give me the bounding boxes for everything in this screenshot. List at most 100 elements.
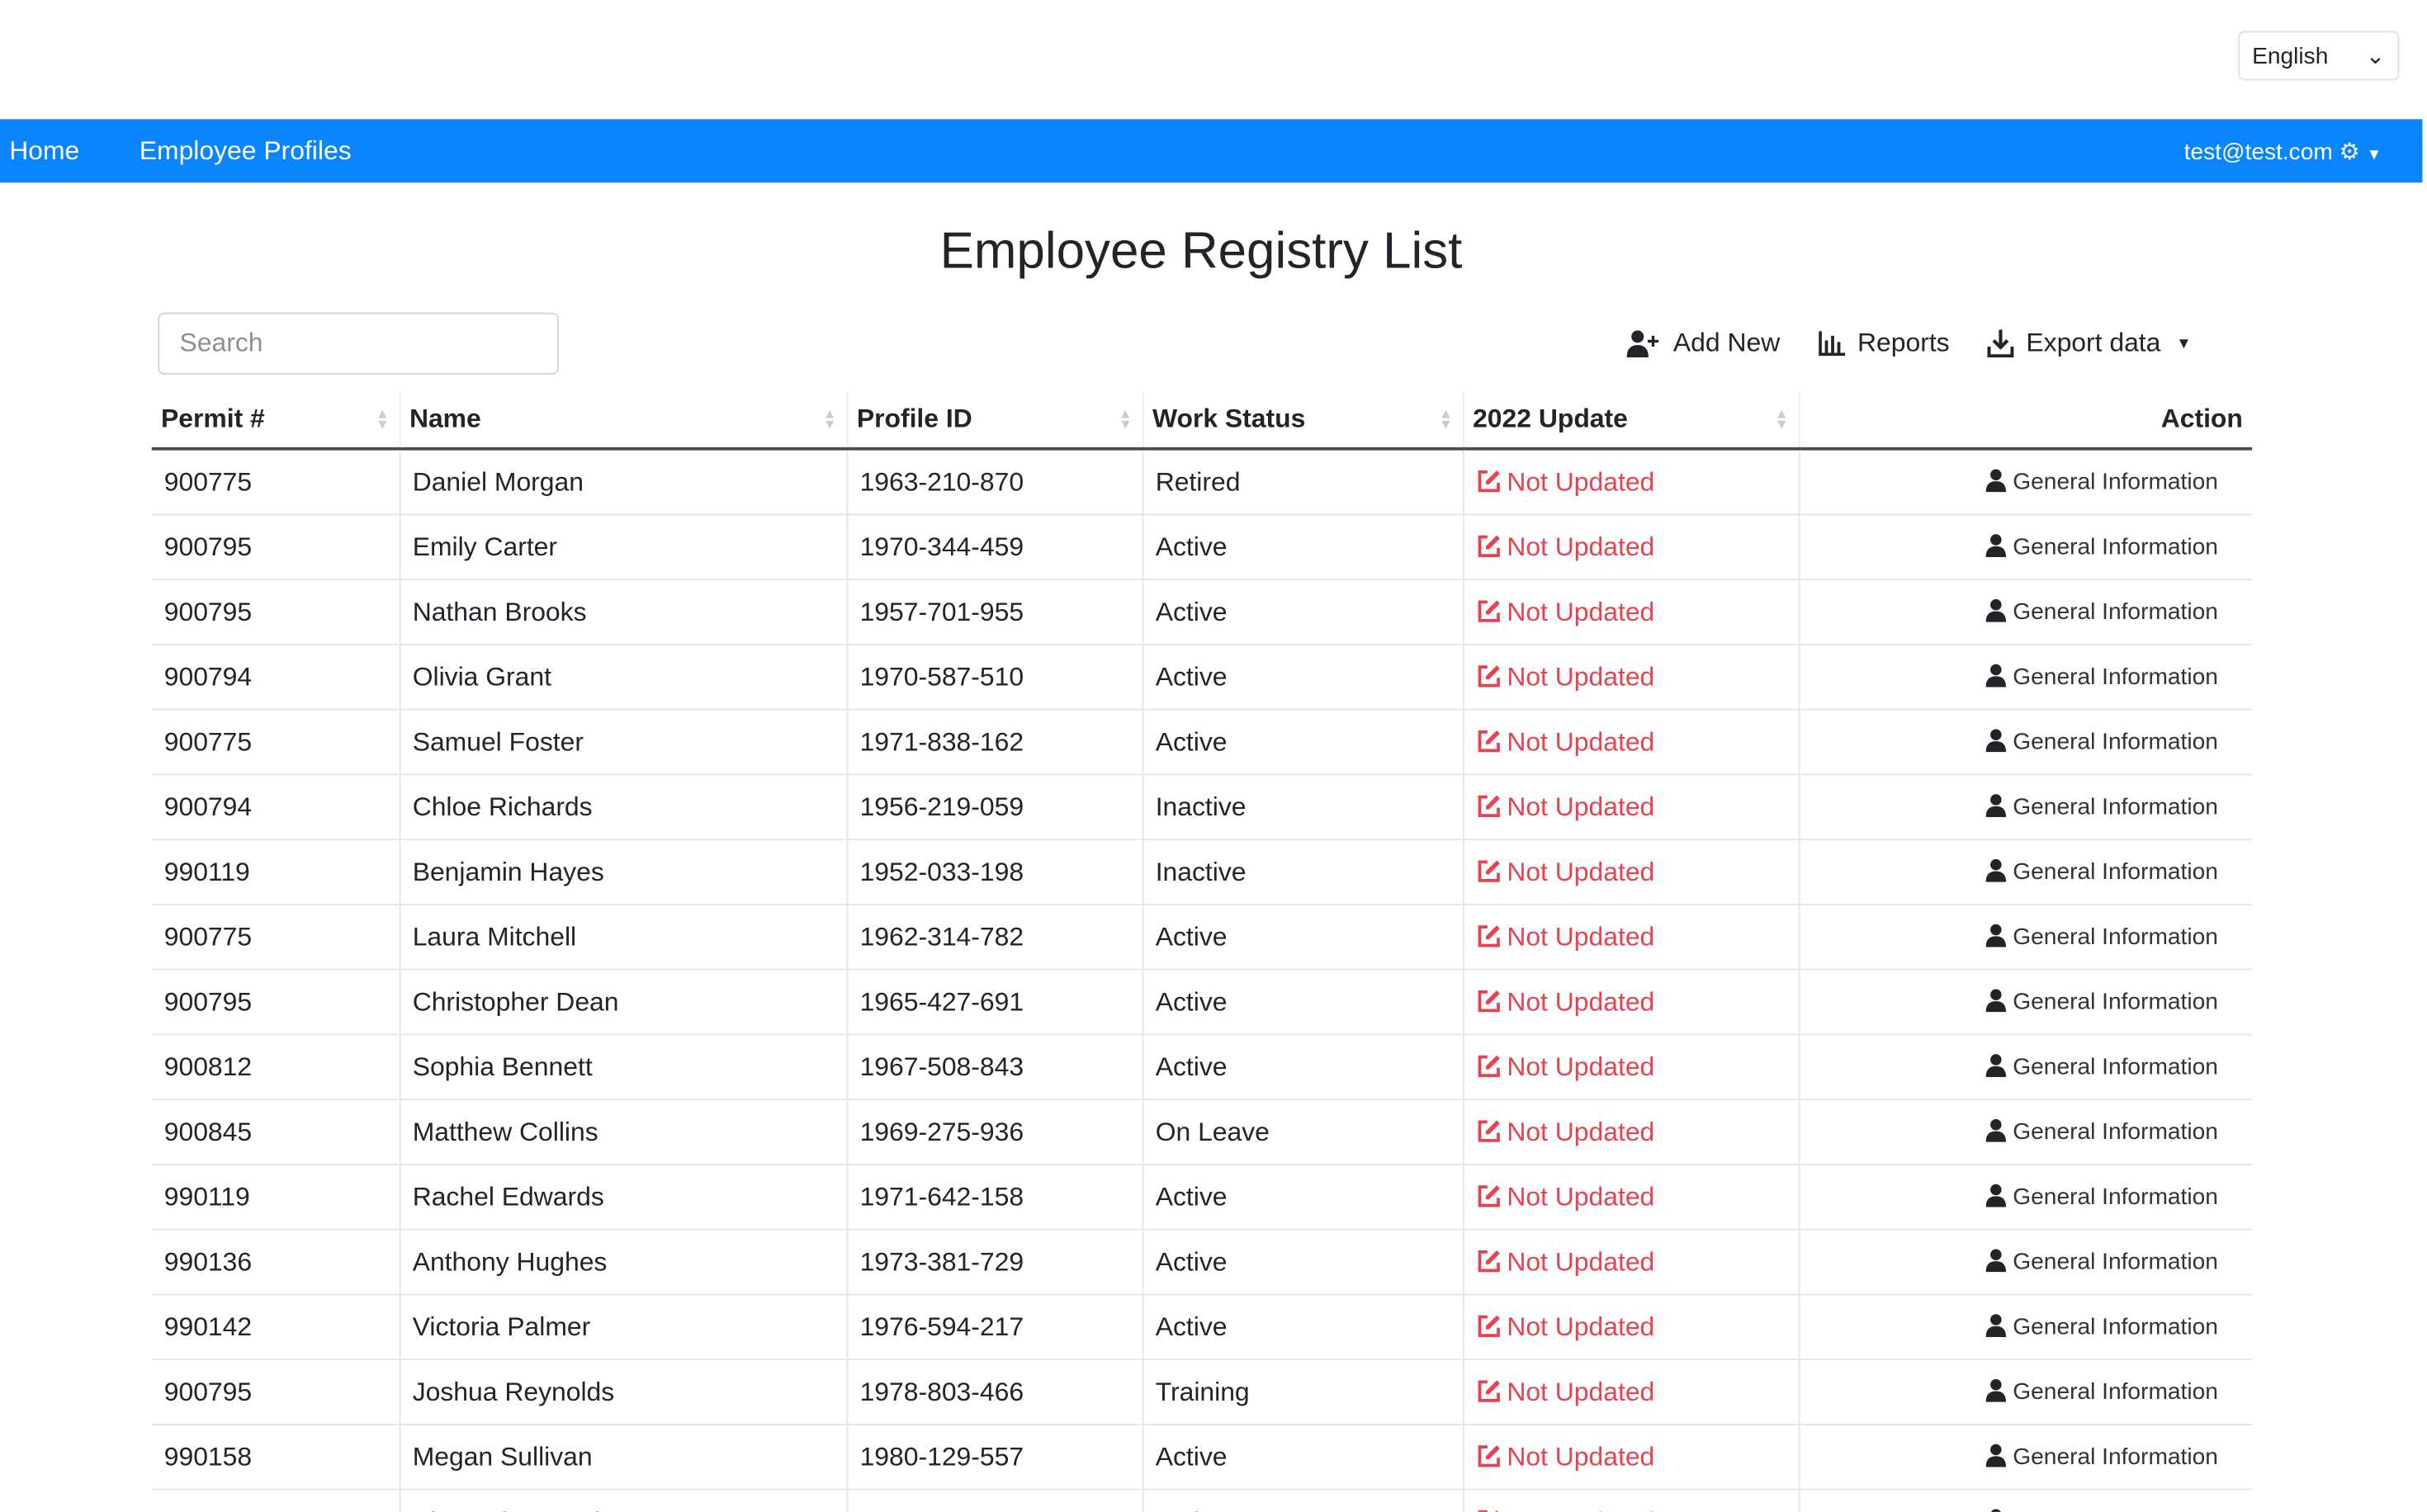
general-information-link[interactable]: General Information bbox=[1797, 1424, 2253, 1490]
update-label: Not Updated bbox=[1507, 1246, 1655, 1276]
column-header[interactable]: 2022 Update ▲ ▼ bbox=[1461, 391, 1799, 451]
user-icon bbox=[1986, 1119, 2007, 1142]
name-cell: Matthew Collins bbox=[398, 1099, 847, 1165]
user-icon bbox=[1986, 1054, 2007, 1077]
permit-cell: 900795 bbox=[151, 579, 400, 645]
table-row: 900795 Emily Carter 1970-344-459 Active Not … bbox=[151, 513, 2253, 580]
column-header[interactable]: Permit # ▲ ▼ bbox=[151, 391, 400, 451]
reports-button[interactable]: Reports bbox=[1819, 328, 1950, 360]
name-cell: Sophia Bennett bbox=[398, 1033, 847, 1100]
nav-home[interactable]: Home bbox=[9, 136, 80, 166]
update-label: Not Updated bbox=[1507, 466, 1655, 496]
update-status-link[interactable]: Not Updated bbox=[1461, 579, 1799, 645]
work-status-cell: Active bbox=[1141, 579, 1463, 645]
general-information-link[interactable]: General Information bbox=[1797, 968, 2253, 1035]
general-information-link[interactable]: General Information bbox=[1797, 579, 2253, 645]
update-status-link[interactable]: Not Updated bbox=[1461, 1293, 1799, 1360]
general-information-link[interactable]: General Information bbox=[1797, 513, 2253, 580]
table-row: 900775Alexander Ward1982-748-320Active No… bbox=[151, 1488, 2253, 1512]
column-header[interactable]: Name ▲ ▼ bbox=[398, 391, 847, 451]
general-information-link[interactable]: General Information bbox=[1797, 1033, 2253, 1100]
action-label: General Information bbox=[2013, 989, 2218, 1015]
profile-id-cell: 1965-427-691 bbox=[845, 968, 1143, 1035]
general-information-link[interactable]: General Information bbox=[1797, 773, 2253, 840]
nav-employee-profiles[interactable]: Employee Profiles bbox=[139, 136, 352, 166]
permit-cell: 990119 bbox=[151, 839, 400, 905]
update-status-link[interactable]: Not Updated bbox=[1461, 1033, 1799, 1100]
column-header[interactable]: Profile ID ▲ ▼ bbox=[845, 391, 1143, 451]
name-cell: Olivia Grant bbox=[398, 644, 847, 710]
profile-id-cell: 1969-275-936 bbox=[845, 1099, 1143, 1165]
permit-cell: 900845 bbox=[151, 1099, 400, 1165]
export-data-dropdown[interactable]: Export data ▼ bbox=[1987, 328, 2192, 360]
profile-id-cell: 1957-701-955 bbox=[845, 579, 1143, 645]
general-information-link[interactable]: General Information bbox=[1797, 1358, 2253, 1425]
column-header-label: Permit # bbox=[161, 404, 265, 433]
update-label: Not Updated bbox=[1507, 1311, 1655, 1341]
table-row: 900812 Sophia Bennett 1967-508-843 Active No… bbox=[151, 1033, 2253, 1100]
edit-icon bbox=[1477, 599, 1499, 621]
general-information-link[interactable]: General Information bbox=[1797, 904, 2253, 970]
action-label: General Information bbox=[2013, 1184, 2218, 1211]
language-select[interactable]: English ⌄ bbox=[2238, 31, 2400, 81]
profile-id-cell: 1962-314-782 bbox=[845, 904, 1143, 970]
update-status-link[interactable]: Not Updated bbox=[1461, 1488, 1799, 1512]
action-label: General Information bbox=[2013, 469, 2218, 495]
bar-chart-icon bbox=[1819, 331, 1845, 357]
update-status-link[interactable]: Not Updated bbox=[1461, 839, 1799, 905]
table-row: 990119 Benjamin Hayes 1952-033-198 Inactive… bbox=[151, 839, 2253, 905]
update-label: Not Updated bbox=[1507, 791, 1655, 821]
general-information-link[interactable]: General Information bbox=[1797, 708, 2253, 775]
chevron-down-icon: ⌄ bbox=[2365, 43, 2386, 70]
permit-cell: 990136 bbox=[151, 1228, 400, 1295]
work-status-cell: Inactive bbox=[1141, 839, 1463, 905]
column-header-label: Profile ID bbox=[856, 404, 972, 433]
update-status-link[interactable]: Not Updated bbox=[1461, 904, 1799, 970]
column-header[interactable]: Work Status ▲ ▼ bbox=[1141, 391, 1463, 451]
update-status-link[interactable]: Not Updated bbox=[1461, 773, 1799, 840]
name-cell: Anthony Hughes bbox=[398, 1228, 847, 1295]
sort-icon[interactable]: ▲ ▼ bbox=[1438, 405, 1453, 432]
user-icon bbox=[1986, 989, 2007, 1013]
user-icon bbox=[1986, 534, 2007, 557]
permit-cell: 990142 bbox=[151, 1293, 400, 1360]
work-status-cell: Active bbox=[1141, 644, 1463, 710]
action-label: General Information bbox=[2013, 1443, 2218, 1471]
profile-id-cell: 1973-381-729 bbox=[845, 1228, 1143, 1295]
update-label: Not Updated bbox=[1507, 661, 1655, 692]
update-status-link[interactable]: Not Updated bbox=[1461, 447, 1799, 515]
permit-cell: 900794 bbox=[151, 644, 400, 710]
sort-icon[interactable]: ▲ ▼ bbox=[822, 405, 837, 432]
update-status-link[interactable]: Not Updated bbox=[1461, 513, 1799, 580]
table-row: 990136 Anthony Hughes 1973-381-729 Active No… bbox=[151, 1228, 2253, 1295]
update-status-link[interactable]: Not Updated bbox=[1461, 1228, 1799, 1295]
update-status-link[interactable]: Not Updated bbox=[1461, 968, 1799, 1035]
general-information-link[interactable]: General Information bbox=[1797, 447, 2253, 515]
name-cell: Rachel Edwards bbox=[398, 1164, 847, 1230]
update-status-link[interactable]: Not Updated bbox=[1461, 1358, 1799, 1425]
sort-icon[interactable]: ▲ ▼ bbox=[375, 405, 390, 432]
edit-icon bbox=[1477, 1444, 1499, 1467]
add-new-button[interactable]: Add New bbox=[1626, 328, 1780, 360]
update-status-link[interactable]: Not Updated bbox=[1461, 1164, 1799, 1230]
sort-icon[interactable]: ▲ ▼ bbox=[1118, 405, 1133, 432]
edit-icon bbox=[1477, 1314, 1499, 1337]
general-information-link[interactable]: General Information bbox=[1797, 1164, 2253, 1230]
update-status-link[interactable]: Not Updated bbox=[1461, 644, 1799, 710]
general-information-link[interactable]: General Information bbox=[1797, 1099, 2253, 1165]
general-information-link[interactable]: General Information bbox=[1797, 644, 2253, 710]
action-label: General Information bbox=[2013, 1509, 2218, 1512]
general-information-link[interactable]: General Information bbox=[1797, 839, 2253, 905]
update-status-link[interactable]: Not Updated bbox=[1461, 1099, 1799, 1165]
update-status-link[interactable]: Not Updated bbox=[1461, 1424, 1799, 1490]
general-information-link[interactable]: General Information bbox=[1797, 1488, 2253, 1512]
search-input[interactable] bbox=[158, 312, 559, 375]
general-information-link[interactable]: General Information bbox=[1797, 1228, 2253, 1295]
update-status-link[interactable]: Not Updated bbox=[1461, 708, 1799, 775]
user-icon bbox=[1986, 794, 2007, 817]
general-information-link[interactable]: General Information bbox=[1797, 1293, 2253, 1360]
sort-icon[interactable]: ▲ ▼ bbox=[1774, 405, 1789, 432]
user-menu[interactable]: test@test.com ⚙ ▼ bbox=[2184, 138, 2382, 166]
action-label: General Information bbox=[2013, 729, 2218, 755]
edit-icon bbox=[1477, 1184, 1499, 1207]
